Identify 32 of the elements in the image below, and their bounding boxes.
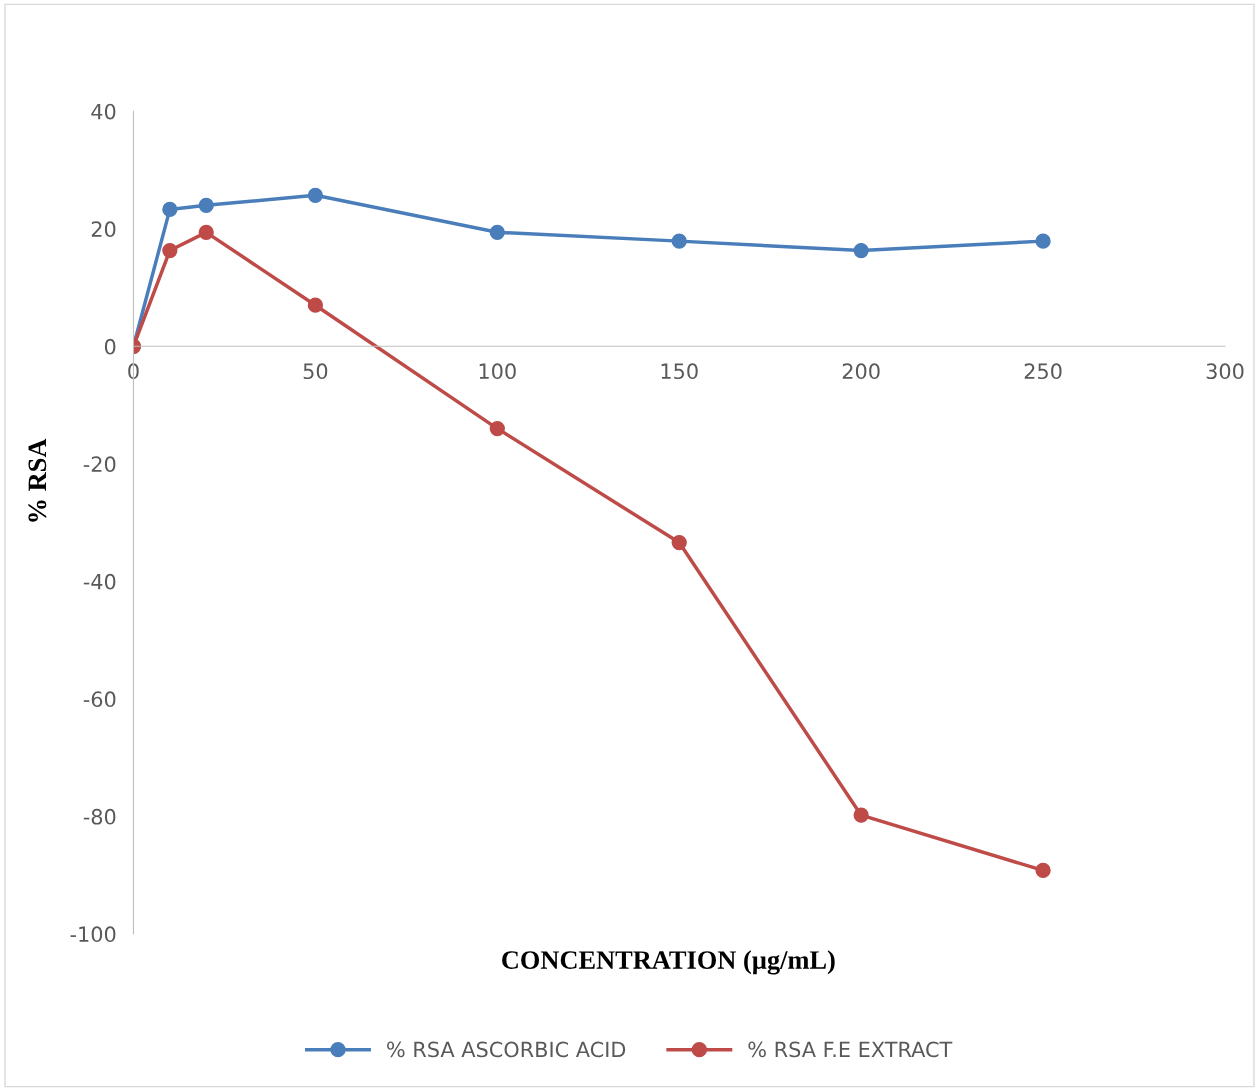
point [198, 197, 214, 213]
y-axis-title: % RSA [28, 438, 47, 522]
y-tick-label: -100 [70, 926, 116, 943]
point [162, 201, 178, 218]
point [489, 420, 505, 437]
y-tick-label: 20 [91, 221, 116, 238]
point [853, 242, 869, 259]
point [1035, 862, 1051, 879]
point [162, 242, 178, 259]
point [1035, 233, 1051, 249]
x-tick-label: 100 [479, 363, 516, 380]
point [307, 187, 324, 203]
x-tick-label: 150 [661, 363, 698, 380]
y-tick-label: -80 [83, 808, 116, 825]
point [671, 233, 687, 249]
x-tick-label: 50 [303, 363, 328, 380]
legend-label: % RSA ASCORBIC ACID [387, 1041, 626, 1058]
x-axis-title: CONCENTRATION (µg/mL) [502, 950, 835, 975]
y-tick-label: 0 [104, 338, 116, 355]
legend-label: % RSA F.E EXTRACT [748, 1041, 953, 1058]
point [307, 297, 324, 313]
x-tick-label: 250 [1024, 363, 1062, 380]
point [198, 224, 214, 240]
x-tick-label: 300 [1206, 363, 1244, 380]
point [489, 224, 505, 240]
y-tick-label: -20 [83, 456, 116, 473]
point [671, 534, 687, 551]
point [853, 807, 869, 823]
y-tick-label: 40 [91, 103, 116, 120]
x-tick-label: 200 [842, 363, 880, 380]
y-tick-label: -60 [83, 691, 116, 708]
y-tick-label: -40 [83, 573, 116, 590]
